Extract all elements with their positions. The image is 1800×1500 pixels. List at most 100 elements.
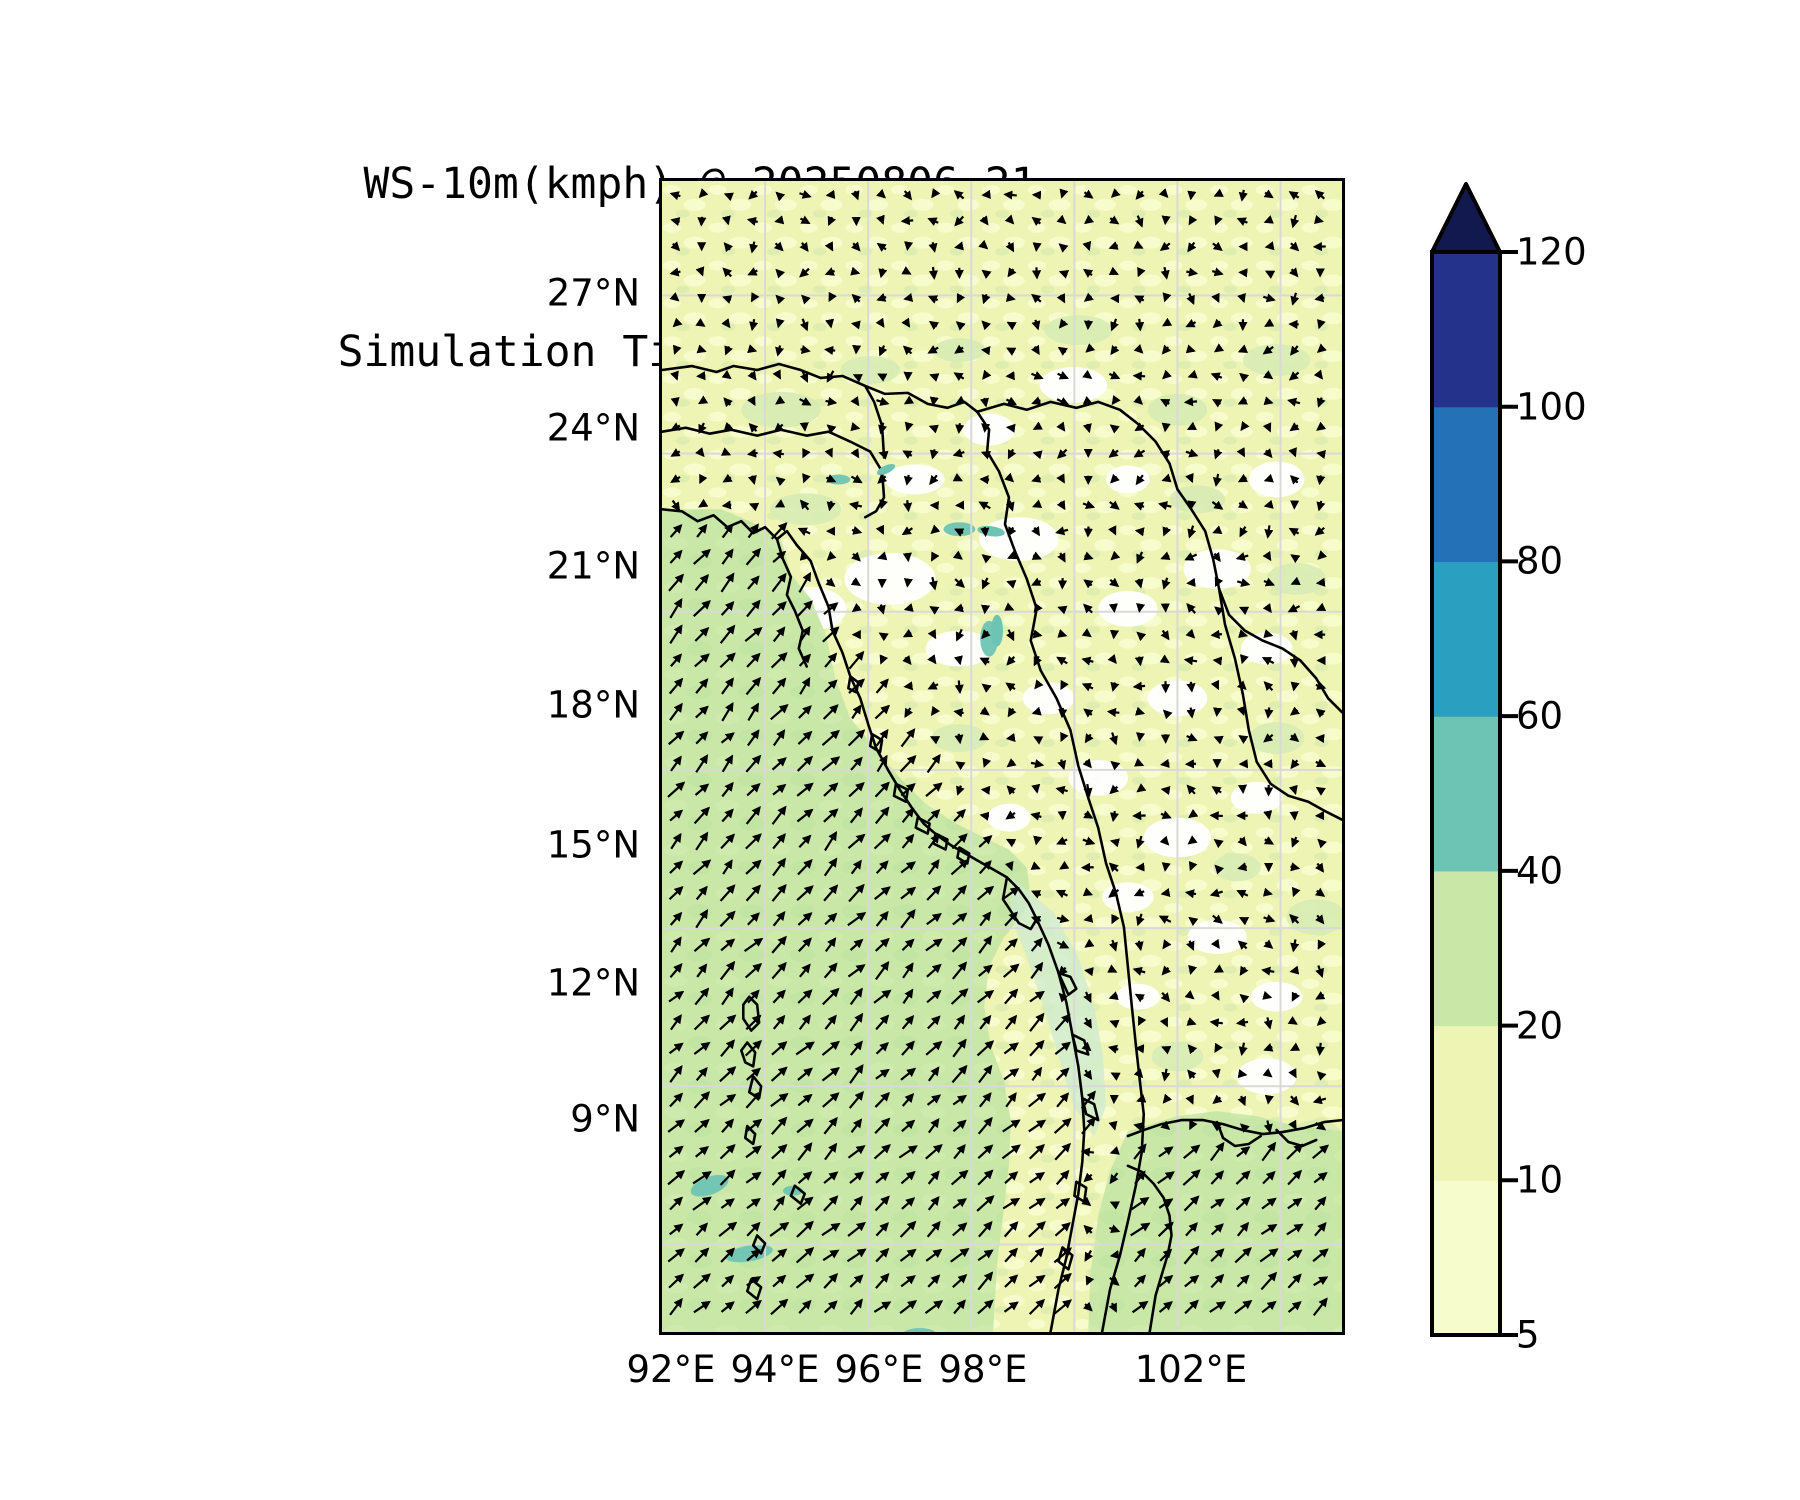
wind-vector	[695, 317, 706, 327]
wind-vector	[1004, 1274, 1019, 1288]
wind-vector	[901, 317, 911, 328]
wind-vector	[1210, 1273, 1225, 1289]
wind-vector	[721, 781, 734, 798]
wind-vector	[952, 550, 963, 560]
wind-vector	[1005, 242, 1015, 253]
wind-vector	[1110, 344, 1120, 356]
wind-vector	[774, 215, 785, 225]
wind-vector	[694, 1118, 710, 1133]
wind-vector	[772, 626, 786, 643]
wind-vector	[799, 499, 810, 511]
wind-vector	[824, 447, 833, 458]
wind-vector	[955, 423, 965, 435]
wind-vector	[1028, 1274, 1046, 1288]
wind-vector	[928, 242, 938, 253]
wind-vector	[1055, 526, 1069, 536]
wind-vector	[746, 1198, 761, 1210]
wind-vector	[900, 909, 916, 929]
wind-vector	[926, 963, 942, 978]
wind-vector	[904, 241, 914, 251]
wind-vector	[850, 577, 861, 587]
wind-vector	[798, 1014, 811, 1031]
wind-vector	[874, 1117, 891, 1134]
wind-vector	[1263, 499, 1274, 509]
wind-vector	[954, 733, 964, 745]
wind-vector	[1264, 270, 1276, 279]
wind-vector	[1237, 292, 1246, 304]
wind-vector	[1211, 786, 1222, 796]
wind-vector	[899, 1300, 918, 1314]
colorbar[interactable]: 5 10 20 40 60 80 100 120	[1412, 160, 1672, 1357]
wind-vector	[667, 1170, 686, 1186]
wind-vector	[1314, 526, 1325, 536]
wind-vector	[1209, 811, 1223, 821]
wind-vector	[847, 833, 866, 850]
wind-vector	[747, 370, 757, 381]
wind-vector	[670, 370, 679, 381]
wind-vector	[1005, 682, 1016, 692]
map-plot-area[interactable]	[659, 178, 1345, 1335]
wind-vector	[1004, 1171, 1019, 1184]
wind-vector	[1185, 1094, 1194, 1105]
wind-vector	[1004, 911, 1019, 927]
wind-vector	[1005, 500, 1015, 512]
wind-vector	[821, 1066, 840, 1082]
wind-vector	[980, 526, 990, 538]
ytick-label-9N: 9°N	[570, 1097, 640, 1141]
wind-vector	[1134, 527, 1145, 537]
wind-vector	[1081, 656, 1094, 666]
wind-vector	[849, 1274, 864, 1288]
wind-vector	[928, 576, 938, 591]
wind-vector	[978, 964, 993, 977]
wind-vector	[1288, 191, 1300, 201]
wind-vector	[1287, 603, 1301, 613]
wind-vector	[979, 215, 989, 226]
wind-vector	[848, 650, 865, 670]
wind-vector	[1161, 862, 1171, 872]
wind-vector	[771, 1169, 787, 1186]
wind-vector	[796, 1196, 814, 1211]
wind-vector	[1260, 1271, 1278, 1291]
wind-vector	[797, 1093, 813, 1107]
wind-vector	[825, 474, 837, 483]
wind-vector	[954, 344, 965, 354]
wind-vector	[1031, 551, 1042, 560]
wind-vector	[1316, 500, 1326, 512]
wind-vector	[848, 501, 863, 511]
wind-vector	[669, 963, 683, 979]
wind-vector	[1132, 966, 1146, 976]
wind-vector	[1033, 835, 1043, 846]
wind-vector	[1029, 1012, 1045, 1032]
wind-vector	[821, 1222, 841, 1237]
wind-vector	[848, 1090, 865, 1109]
wind-vector	[1160, 888, 1171, 898]
wind-vector	[1316, 1071, 1327, 1081]
wind-vector	[1212, 241, 1223, 252]
wind-vector	[747, 575, 760, 590]
wind-vector	[796, 1118, 814, 1134]
wind-vector	[1263, 733, 1274, 743]
wind-vector	[696, 344, 707, 354]
wind-vector	[1137, 266, 1146, 278]
wind-vector	[746, 216, 759, 226]
wind-vector	[1210, 1223, 1224, 1236]
wind-vector	[796, 808, 814, 823]
wind-vector	[1031, 783, 1041, 794]
wind-vector	[1158, 1146, 1174, 1158]
wind-vector	[1213, 838, 1224, 849]
wind-vector	[802, 448, 811, 459]
wind-vector	[669, 549, 683, 564]
wind-vector	[981, 629, 991, 640]
wind-vector	[1136, 631, 1147, 642]
wind-vector	[927, 1066, 940, 1082]
wind-vector	[1315, 577, 1326, 587]
wind-vector	[1184, 1274, 1200, 1288]
wind-vector	[1056, 940, 1070, 949]
wind-vector	[1211, 551, 1221, 562]
wind-vector	[875, 678, 889, 694]
wind-vector	[772, 911, 786, 927]
wind-vector	[669, 267, 681, 277]
wind-vector	[1057, 605, 1068, 615]
xtick-label-98E: 98°E	[938, 1348, 1028, 1391]
wind-vector	[1235, 1170, 1251, 1185]
